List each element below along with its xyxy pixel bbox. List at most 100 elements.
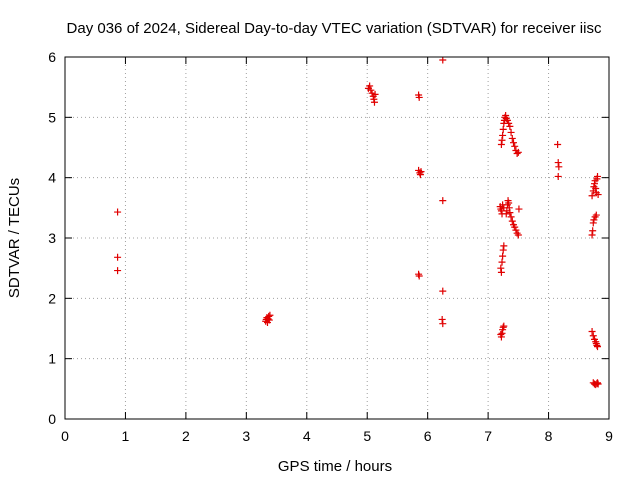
data-point [497, 264, 505, 272]
data-point [498, 329, 506, 337]
data-point [497, 268, 505, 276]
data-point [589, 219, 597, 227]
data-point [508, 134, 516, 142]
data-point [370, 98, 378, 106]
y-tick-label: 1 [48, 351, 56, 367]
data-point [367, 86, 375, 94]
data-point [498, 258, 506, 266]
data-point [507, 213, 515, 221]
data-point [590, 180, 598, 188]
data-point [499, 323, 507, 331]
data-point [499, 246, 507, 254]
grid [65, 57, 609, 419]
data-point [588, 231, 596, 239]
data-point [439, 197, 447, 205]
data-point [588, 192, 596, 200]
data-point [438, 315, 446, 323]
data-point [506, 122, 514, 130]
data-point [497, 140, 505, 148]
data-point [590, 216, 598, 224]
y-tick-label: 5 [48, 109, 56, 125]
x-tick-label: 5 [363, 428, 371, 444]
data-point [509, 139, 517, 147]
data-point [499, 125, 507, 133]
data-point [507, 128, 515, 136]
data-point [555, 163, 563, 171]
y-tick-label: 3 [48, 230, 56, 246]
data-point [594, 379, 602, 387]
x-tick-label: 9 [605, 428, 613, 444]
x-tick-label: 6 [424, 428, 432, 444]
data-point [415, 270, 423, 278]
y-axis-label: SDTVAR / TECUs [6, 178, 23, 298]
x-tick-label: 1 [122, 428, 130, 444]
data-markers [114, 56, 602, 389]
data-point [265, 312, 273, 320]
data-point [594, 380, 602, 388]
data-point [500, 322, 508, 330]
data-point [511, 223, 519, 231]
data-point [366, 82, 374, 90]
data-point [512, 226, 520, 234]
data-point [370, 95, 378, 103]
data-point [514, 231, 522, 239]
data-point [439, 320, 447, 328]
data-point [498, 136, 506, 144]
data-point [371, 90, 379, 98]
data-point [506, 209, 514, 217]
y-tick-label: 0 [48, 411, 56, 427]
data-point [439, 56, 447, 64]
data-point [513, 150, 521, 158]
data-point [554, 159, 562, 167]
data-point [594, 172, 602, 180]
data-point [593, 341, 601, 349]
data-point [500, 242, 508, 250]
data-point [508, 217, 516, 225]
x-tick-label: 0 [61, 428, 69, 444]
x-axis-label: GPS time / hours [278, 458, 392, 475]
data-point [589, 227, 597, 235]
data-point [503, 116, 511, 124]
data-point [514, 148, 522, 156]
data-point [589, 332, 597, 340]
data-point [368, 89, 376, 97]
data-point [114, 267, 122, 275]
data-point [588, 328, 596, 336]
data-point [554, 140, 562, 148]
x-tick-label: 2 [182, 428, 190, 444]
data-point [415, 272, 423, 280]
y-tick-label: 2 [48, 290, 56, 306]
data-point [554, 172, 562, 180]
x-tick-label: 7 [484, 428, 492, 444]
data-point [505, 199, 513, 207]
data-point [499, 252, 507, 260]
data-point [502, 210, 510, 218]
x-tick-label: 4 [303, 428, 311, 444]
data-point [594, 343, 602, 351]
x-tick-label: 8 [545, 428, 553, 444]
data-point [266, 311, 274, 319]
data-point [592, 211, 600, 219]
data-point [511, 142, 519, 150]
data-point [502, 112, 510, 120]
data-point [593, 379, 601, 387]
y-tick-label: 6 [48, 49, 56, 65]
y-tick-label: 4 [48, 170, 56, 186]
data-point [415, 93, 423, 101]
y-axis-ticks: 0 1 2 3 4 5 6 [48, 49, 609, 427]
data-point [416, 171, 424, 179]
data-point [497, 333, 505, 341]
data-point [505, 204, 513, 212]
data-point [417, 168, 425, 176]
data-point [499, 131, 507, 139]
data-point [515, 205, 523, 213]
chart-title: Day 036 of 2024, Sidereal Day-to-day VTE… [67, 20, 602, 37]
data-point [114, 208, 122, 216]
data-point [505, 119, 513, 127]
data-point [594, 191, 602, 199]
x-tick-label: 3 [242, 428, 250, 444]
x-axis-ticks: 0 1 2 3 4 5 6 7 8 9 [61, 57, 613, 444]
data-point [114, 253, 122, 261]
data-point [265, 316, 273, 324]
data-point [439, 287, 447, 295]
